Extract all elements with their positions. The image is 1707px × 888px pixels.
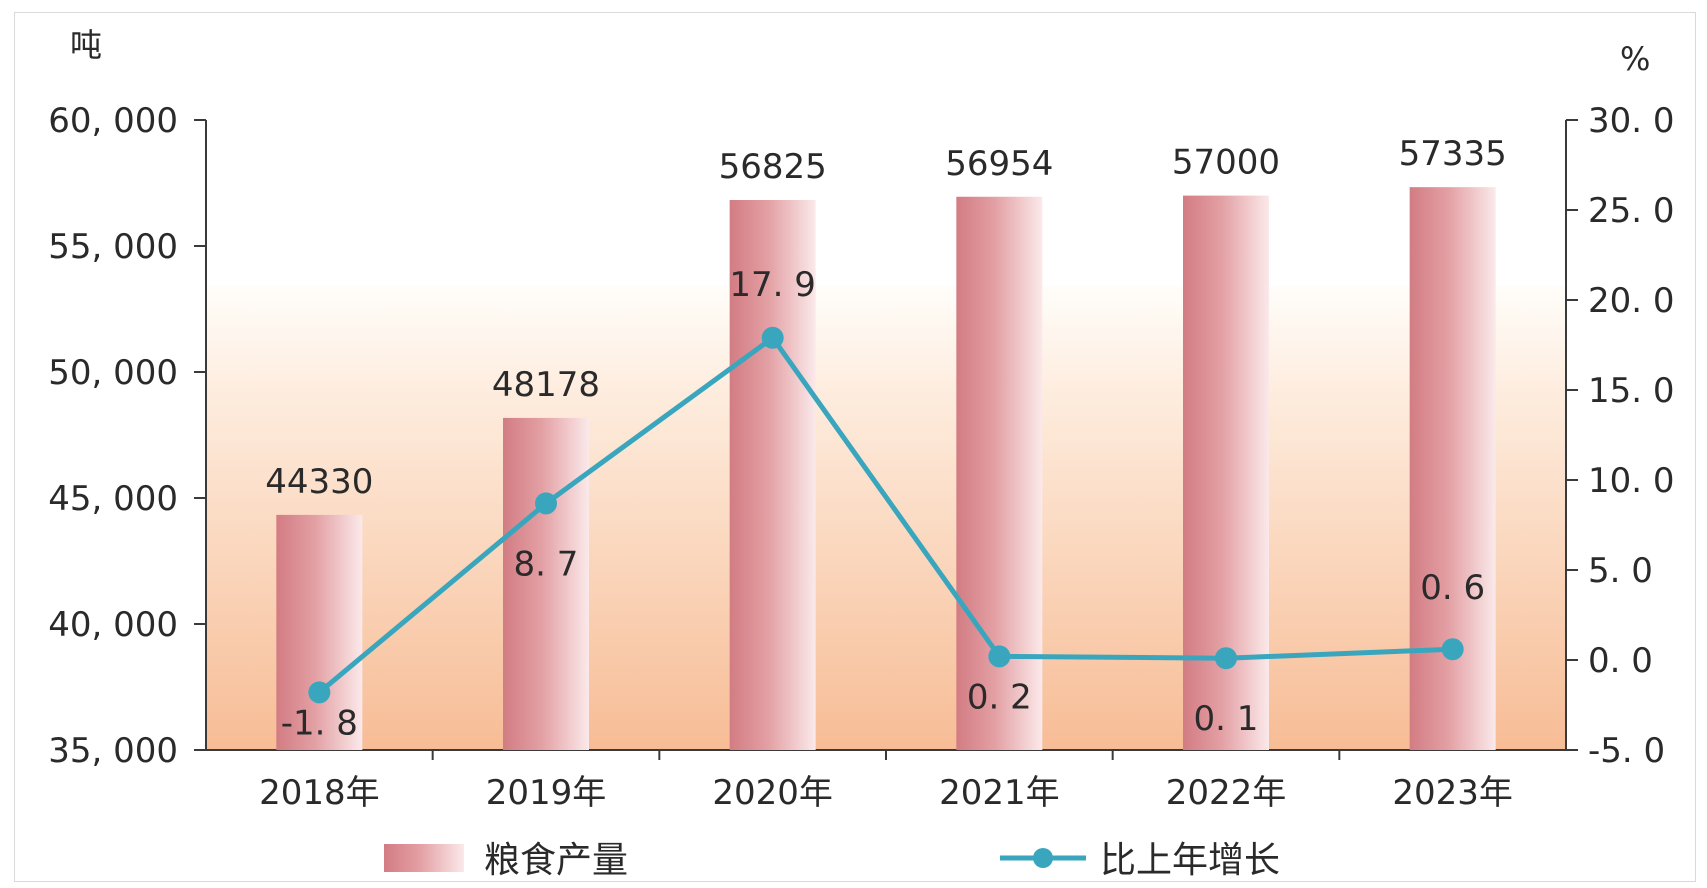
bar-value-label: 57000 (1172, 143, 1280, 183)
growth-point (761, 326, 784, 349)
line-layer (308, 326, 1464, 704)
legend-line-marker (1033, 848, 1053, 868)
left-tick-label: 40, 000 (48, 605, 178, 645)
x-tick-label: 2022年 (1166, 773, 1287, 813)
bar-value-label: 56954 (945, 144, 1053, 184)
left-tick-label: 50, 000 (48, 353, 178, 393)
growth-point (1215, 647, 1237, 670)
growth-value-label: 0. 1 (1194, 699, 1259, 739)
legend-bar-label: 粮食产量 (484, 840, 628, 881)
left-tick-label: 55, 000 (48, 227, 178, 267)
bar-value-label: 48178 (492, 365, 600, 405)
bar-value-label: 44330 (265, 462, 373, 502)
bar (1409, 187, 1496, 750)
bar-value-label: 56825 (719, 147, 827, 187)
x-tick-label: 2021年 (939, 773, 1060, 813)
right-tick-label: 30. 0 (1588, 101, 1675, 141)
right-axis-unit: % (1620, 40, 1650, 78)
right-tick-label: -5. 0 (1588, 731, 1665, 771)
growth-point (308, 681, 331, 704)
right-tick-label: 0. 0 (1588, 641, 1653, 681)
axes-layer: 35, 000 40, 000 45, 000 50, 000 55, 000 60, 0… (48, 26, 1674, 813)
x-tick-label: 2020年 (712, 773, 833, 813)
left-tick-label: 35, 000 (48, 731, 178, 771)
x-tick-label: 2018年 (259, 773, 380, 813)
growth-point (1441, 638, 1464, 661)
left-axis-unit: 吨 (70, 26, 102, 64)
right-tick-label: 25. 0 (1588, 191, 1675, 231)
bar (276, 514, 363, 750)
growth-point (988, 645, 1011, 668)
left-tick-label: 60, 000 (48, 101, 178, 141)
right-tick-label: 20. 0 (1588, 281, 1675, 321)
left-tick-label: 45, 000 (48, 479, 178, 519)
x-tick-label: 2023年 (1392, 773, 1513, 813)
right-tick-label: 10. 0 (1588, 461, 1675, 501)
legend-line-label: 比上年增长 (1100, 840, 1280, 881)
growth-value-label: 8. 7 (514, 544, 579, 584)
growth-value-label: 0. 6 (1420, 568, 1485, 608)
growth-line (317, 335, 1453, 695)
growth-value-label: 17. 9 (729, 265, 816, 305)
legend-bar-swatch (384, 844, 464, 872)
legend: 粮食产量 比上年增长 (384, 840, 1280, 881)
growth-value-label: -1. 8 (281, 703, 358, 743)
x-tick-label: 2019年 (486, 773, 607, 813)
labels-layer: 44330 48178 56825 56954 57000 57335 -1. 8 8. 7 1… (265, 134, 1507, 743)
bar (503, 417, 589, 750)
plot-background (206, 286, 1566, 750)
bar (729, 200, 816, 750)
growth-point (535, 492, 557, 515)
right-tick-label: 5. 0 (1588, 551, 1653, 591)
bar-value-label: 57335 (1399, 134, 1507, 174)
growth-value-label: 0. 2 (967, 677, 1032, 717)
right-tick-label: 15. 0 (1588, 371, 1675, 411)
